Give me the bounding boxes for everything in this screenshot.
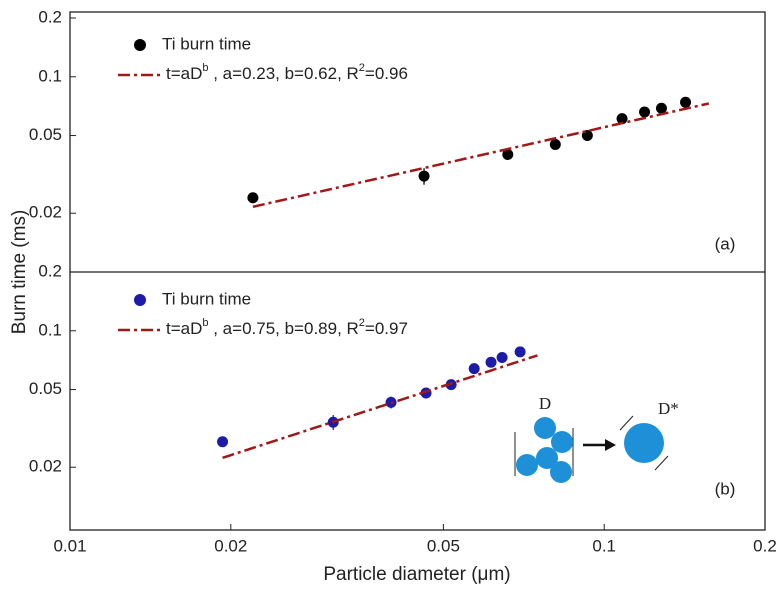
data-point [616,113,628,125]
data-point [217,436,229,448]
legend-label: Ti burn time [162,289,251,308]
y-tick-label: 0.2 [38,261,62,280]
data-point [655,102,667,114]
legend-text: =0.97 [365,319,408,338]
legend-label: Ti burn time [162,34,251,53]
particle [534,417,556,439]
superscript: b [202,317,208,329]
bracket [654,455,669,471]
particle [551,431,573,453]
legend-label: t=aDb , a=0.75, b=0.89, R2=0.97 [166,317,408,339]
legend-marker [134,39,146,51]
data-point [502,148,514,160]
x-axis-label: Particle diameter (μm) [323,564,510,585]
y-axis-label: Burn time (ms) [9,210,30,335]
data-point [418,170,430,182]
fit-line [222,354,538,460]
y-tick-label: 0.2 [38,7,62,26]
y-tick-label: 0.1 [38,320,62,339]
y-tick-label: 0.02 [29,457,62,476]
agglomerate [624,423,664,463]
legend-text: , a=0.23, b=0.62, R [209,64,359,83]
data-point [549,138,561,150]
panel-label: (a) [715,234,736,253]
legend-text: t=aD [166,64,202,83]
x-tick-label: 0.02 [214,536,247,555]
frame [69,11,766,531]
particle [550,461,572,483]
inset-diagram: D D* [514,394,679,483]
arrow-head [605,439,616,451]
data-point [680,96,692,108]
y-tick-label: 0.05 [29,125,62,144]
data-point [639,106,651,118]
particle [536,447,558,469]
data-point [468,363,480,375]
superscript: 2 [359,62,365,74]
inset-label: D [539,394,551,413]
legend-marker [134,294,146,306]
data-point [247,192,259,204]
inset-label: D* [658,399,679,418]
data-point [514,346,526,358]
legend-text: =0.96 [365,64,408,83]
superscript: b [202,62,208,74]
x-tick-label: 0.2 [753,536,777,555]
legend-text: t=aD [166,319,202,338]
y-tick-label: 0.05 [29,379,62,398]
bracket [619,415,634,431]
x-tick-label: 0.05 [427,536,460,555]
x-tick-label: 0.1 [592,536,616,555]
legend-label: t=aDb , a=0.23, b=0.62, R2=0.96 [166,62,408,84]
y-tick-label: 0.02 [29,203,62,222]
superscript: 2 [359,317,365,329]
legend-text: , a=0.75, b=0.89, R [209,319,359,338]
fit-line [252,102,710,209]
x-tick-label: 0.01 [53,536,86,555]
particle [516,454,538,476]
y-tick-label: 0.1 [38,66,62,85]
panel-label: (b) [715,479,736,498]
data-point [496,351,508,363]
data-point [485,356,497,368]
